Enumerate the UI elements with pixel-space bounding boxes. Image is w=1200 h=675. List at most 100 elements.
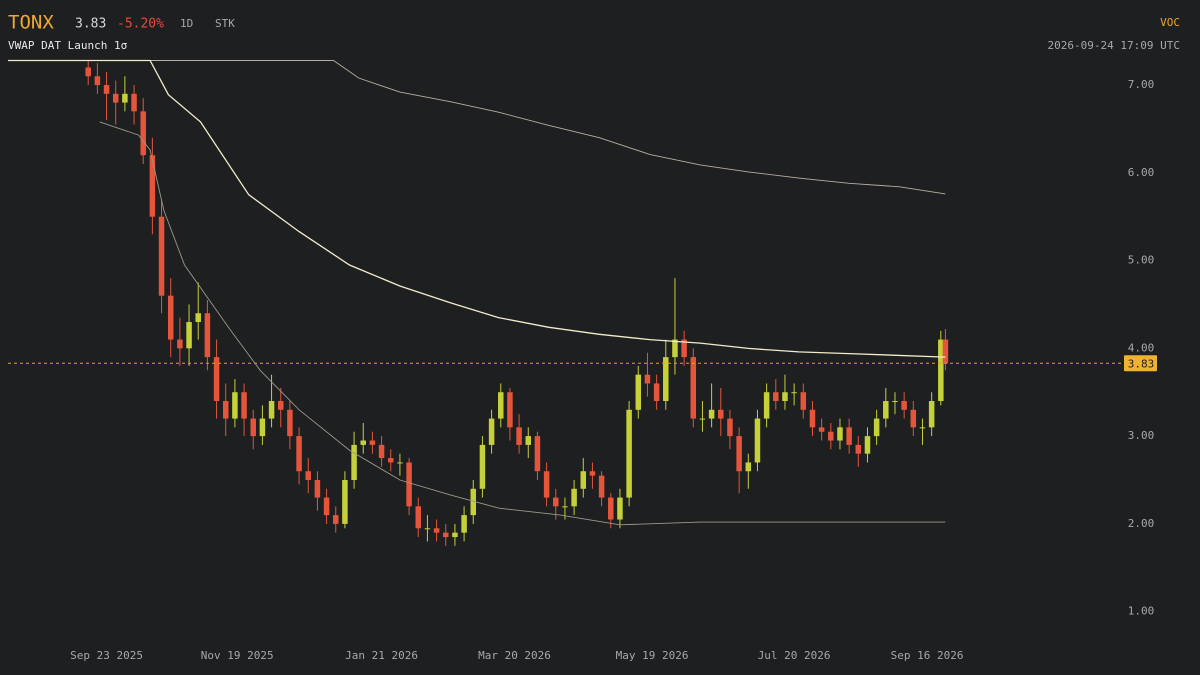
- y-tick-label: 6.00: [1128, 166, 1155, 179]
- candle-body: [424, 528, 431, 530]
- candle-body: [461, 515, 467, 533]
- candle-body: [773, 392, 779, 402]
- y-tick-label: 5.00: [1128, 254, 1155, 267]
- candle-body: [663, 357, 669, 402]
- candle-body: [516, 427, 522, 445]
- candle-body: [626, 409, 632, 498]
- candle-body: [589, 471, 596, 476]
- candle-body: [809, 409, 816, 428]
- candle-body: [186, 322, 192, 349]
- candle-body: [782, 392, 788, 402]
- candle-body: [928, 401, 935, 428]
- candle-body: [323, 497, 330, 516]
- candle-body: [708, 409, 715, 419]
- candle-body: [828, 431, 834, 441]
- candle-body: [277, 401, 284, 410]
- candle-body: [314, 480, 321, 498]
- candle-body: [718, 409, 724, 419]
- candle-body: [397, 462, 403, 464]
- source: VOC: [1160, 16, 1180, 29]
- candle-body: [167, 295, 174, 340]
- candle-body: [112, 93, 119, 103]
- candle-body: [534, 436, 541, 472]
- candle-body: [388, 458, 394, 463]
- candle-body: [672, 339, 678, 358]
- candle-body: [873, 418, 880, 437]
- candle-body: [580, 471, 587, 489]
- candle-body: [608, 497, 614, 520]
- candle-body: [942, 339, 949, 364]
- candle-body: [617, 497, 623, 520]
- candle-body: [342, 480, 348, 524]
- x-tick-label: Sep 16 2026: [891, 649, 964, 662]
- candle-body: [543, 471, 550, 498]
- candle-body: [910, 409, 917, 428]
- candle-body: [177, 339, 183, 349]
- y-tick-label: 4.00: [1128, 341, 1155, 354]
- candle-body: [635, 374, 642, 410]
- candle-body: [222, 401, 229, 419]
- candle-body: [571, 488, 577, 507]
- candle-body: [479, 444, 486, 489]
- y-tick-label: 7.00: [1128, 78, 1155, 91]
- candle-body: [443, 532, 449, 538]
- candle-body: [305, 471, 311, 481]
- candle-body: [837, 427, 843, 441]
- candle-body: [268, 401, 275, 419]
- candle-body: [562, 506, 568, 508]
- candle-body: [736, 436, 742, 472]
- last-price: 3.83: [75, 17, 106, 32]
- candle-body: [488, 418, 495, 445]
- candle-body: [232, 392, 238, 419]
- candle-body: [653, 383, 660, 402]
- symbol: TONX: [8, 12, 54, 34]
- candle-body: [452, 532, 458, 538]
- x-tick-label: Sep 23 2025: [70, 649, 143, 662]
- candle-body: [791, 392, 797, 394]
- y-tick-label: 2.00: [1128, 517, 1155, 530]
- candle-body: [892, 401, 898, 403]
- candle-body: [149, 155, 156, 217]
- candle-body: [855, 444, 862, 454]
- y-tick-label: 1.00: [1128, 605, 1155, 618]
- candle-body: [195, 313, 201, 323]
- x-tick-label: Nov 19 2025: [201, 649, 274, 662]
- candle-body: [369, 440, 376, 445]
- candle-body: [204, 313, 211, 358]
- candle-body: [241, 392, 247, 419]
- interval: 1D: [180, 17, 193, 30]
- candle-body: [351, 444, 357, 481]
- x-tick-label: May 19 2026: [616, 649, 689, 662]
- candle-body: [158, 216, 165, 296]
- candle-body: [131, 93, 137, 112]
- candle-body: [727, 418, 733, 437]
- candle-body: [644, 374, 651, 384]
- vwap-band: [99, 121, 946, 526]
- candle-body: [433, 528, 440, 533]
- candle-body: [864, 436, 871, 454]
- candle-body: [699, 418, 706, 420]
- x-tick-label: Jan 21 2026: [345, 649, 418, 662]
- candle-body: [754, 418, 761, 463]
- candle-body: [296, 436, 302, 472]
- candle-body: [360, 440, 366, 445]
- asset-class: STK: [215, 17, 235, 30]
- last-price-tag-label: 3.83: [1128, 357, 1155, 370]
- indicator-label: VWAP DAT Launch 1σ: [8, 39, 128, 52]
- y-tick-label: 3.00: [1128, 429, 1155, 442]
- candle-body: [250, 418, 256, 437]
- candle-body: [85, 67, 91, 77]
- vwap-band: [8, 59, 946, 358]
- candle-body: [94, 76, 101, 86]
- candle-body: [681, 339, 687, 358]
- last-price-tag: [1124, 355, 1157, 372]
- change: -5.20%: [117, 17, 164, 32]
- candle-body: [507, 392, 513, 428]
- candle-body: [745, 462, 752, 472]
- candle-body: [553, 497, 559, 507]
- candle-body: [818, 427, 825, 432]
- x-tick-label: Jul 20 2026: [758, 649, 831, 662]
- candle-body: [763, 392, 770, 419]
